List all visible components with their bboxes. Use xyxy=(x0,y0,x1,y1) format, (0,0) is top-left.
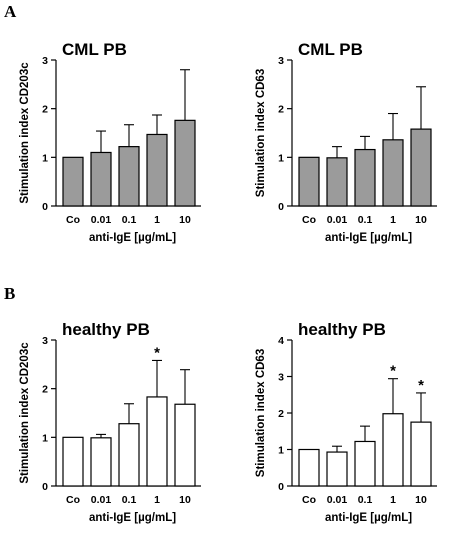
x-axis-label: anti-IgE [µg/mL] xyxy=(325,232,412,244)
y-tick-label: 0 xyxy=(42,481,48,493)
y-tick-label: 2 xyxy=(278,104,284,116)
x-tick-label: 10 xyxy=(415,494,427,506)
bar xyxy=(382,139,404,207)
y-axis-label: Stimulation index CD63 xyxy=(255,349,267,477)
bar xyxy=(410,128,432,207)
bar xyxy=(326,157,348,207)
y-tick-label: 4 xyxy=(278,335,284,347)
bar xyxy=(174,403,196,487)
y-tick-label: 1 xyxy=(278,445,284,457)
bar xyxy=(298,448,320,487)
chart-title: healthy PB xyxy=(298,320,386,339)
bar xyxy=(146,396,168,487)
y-axis-label: Stimulation index CD63 xyxy=(255,69,267,197)
y-tick-label: 2 xyxy=(42,384,48,396)
x-tick-label: 0.1 xyxy=(358,214,373,226)
bar xyxy=(62,436,84,487)
x-tick-label: Co xyxy=(302,494,316,506)
chart-title: healthy PB xyxy=(62,320,150,339)
significance-marker: * xyxy=(154,344,160,361)
y-tick-label: 1 xyxy=(42,152,48,164)
bar xyxy=(118,146,140,207)
x-axis-label: anti-IgE [µg/mL] xyxy=(89,232,176,244)
y-tick-label: 3 xyxy=(278,372,284,384)
significance-marker: * xyxy=(390,363,396,380)
panel-label-a: A xyxy=(4,2,17,21)
x-axis-label: anti-IgE [µg/mL] xyxy=(325,512,412,524)
y-tick-label: 0 xyxy=(278,201,284,213)
x-tick-label: Co xyxy=(66,494,80,506)
y-axis-label: Stimulation index CD203c xyxy=(19,62,31,204)
y-tick-label: 2 xyxy=(278,408,284,420)
panel-label-b: B xyxy=(4,284,16,303)
x-tick-label: 10 xyxy=(179,494,191,506)
x-tick-label: 0.1 xyxy=(122,494,137,506)
x-tick-label: Co xyxy=(66,214,80,226)
x-tick-label: 1 xyxy=(390,494,396,506)
bar xyxy=(90,151,112,207)
significance-marker: * xyxy=(418,377,424,394)
x-tick-label: 0.01 xyxy=(327,214,348,226)
x-tick-label: 0.01 xyxy=(327,494,348,506)
bar xyxy=(146,133,168,207)
x-tick-label: 10 xyxy=(415,214,427,226)
y-tick-label: 3 xyxy=(278,55,284,67)
x-tick-label: 1 xyxy=(154,214,160,226)
bar xyxy=(326,451,348,487)
x-tick-label: 0.1 xyxy=(122,214,137,226)
bar xyxy=(118,423,140,487)
bar xyxy=(62,156,84,207)
bar xyxy=(410,421,432,487)
y-axis-label: Stimulation index CD203c xyxy=(19,342,31,484)
bar xyxy=(354,440,376,487)
x-tick-label: 0.01 xyxy=(91,214,112,226)
x-tick-label: 10 xyxy=(179,214,191,226)
bar xyxy=(382,413,404,487)
y-tick-label: 0 xyxy=(42,201,48,213)
y-tick-label: 1 xyxy=(42,432,48,444)
x-tick-label: Co xyxy=(302,214,316,226)
bar xyxy=(354,148,376,207)
y-tick-label: 3 xyxy=(42,335,48,347)
x-tick-label: 0.01 xyxy=(91,494,112,506)
x-tick-label: 1 xyxy=(390,214,396,226)
y-tick-label: 1 xyxy=(278,152,284,164)
y-tick-label: 0 xyxy=(278,481,284,493)
y-tick-label: 3 xyxy=(42,55,48,67)
chart-title: CML PB xyxy=(62,40,127,59)
x-axis-label: anti-IgE [µg/mL] xyxy=(89,512,176,524)
y-tick-label: 2 xyxy=(42,104,48,116)
bar xyxy=(298,156,320,207)
chart-title: CML PB xyxy=(298,40,363,59)
bar xyxy=(174,119,196,207)
bar xyxy=(90,437,112,487)
x-tick-label: 1 xyxy=(154,494,160,506)
x-tick-label: 0.1 xyxy=(358,494,373,506)
